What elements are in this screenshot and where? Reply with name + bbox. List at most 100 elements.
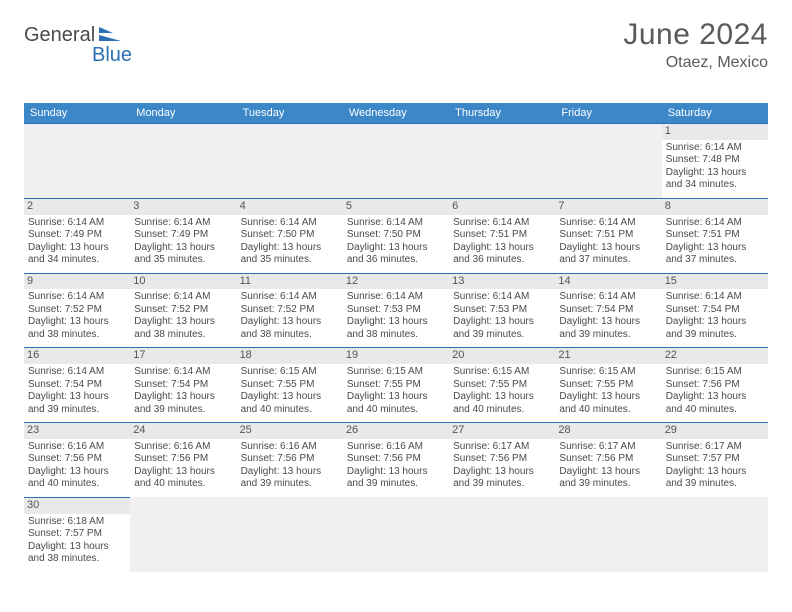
- daylight-line: Daylight: 13 hours and 39 minutes.: [453, 316, 551, 341]
- sunrise-line: Sunrise: 6:17 AM: [666, 441, 764, 454]
- daylight-line: Daylight: 13 hours and 40 minutes.: [241, 391, 339, 416]
- empty-cell: [237, 124, 343, 199]
- sunrise-line: Sunrise: 6:15 AM: [453, 366, 551, 379]
- sunrise-line: Sunrise: 6:14 AM: [559, 217, 657, 230]
- daylight-line: Daylight: 13 hours and 38 minutes.: [241, 316, 339, 341]
- day-cell: 22Sunrise: 6:15 AMSunset: 7:56 PMDayligh…: [662, 348, 768, 423]
- logo-mark-icon: [99, 25, 121, 46]
- sunset-line: Sunset: 7:51 PM: [559, 229, 657, 242]
- day-number: 5: [343, 199, 449, 215]
- sunrise-line: Sunrise: 6:14 AM: [666, 291, 764, 304]
- header: General June 2024 Otaez, Mexico: [24, 18, 768, 72]
- daylight-line: Daylight: 13 hours and 37 minutes.: [666, 242, 764, 267]
- day-cell: 11Sunrise: 6:14 AMSunset: 7:52 PMDayligh…: [237, 273, 343, 348]
- sunset-line: Sunset: 7:56 PM: [666, 379, 764, 392]
- empty-cell: [237, 497, 343, 571]
- daylight-line: Daylight: 13 hours and 39 minutes.: [559, 466, 657, 491]
- sunrise-line: Sunrise: 6:14 AM: [241, 291, 339, 304]
- calendar-row: 30Sunrise: 6:18 AMSunset: 7:57 PMDayligh…: [24, 497, 768, 571]
- sunset-line: Sunset: 7:51 PM: [453, 229, 551, 242]
- day-cell: 4Sunrise: 6:14 AMSunset: 7:50 PMDaylight…: [237, 198, 343, 273]
- location: Otaez, Mexico: [623, 54, 768, 72]
- day-number: 6: [449, 199, 555, 215]
- day-cell: 15Sunrise: 6:14 AMSunset: 7:54 PMDayligh…: [662, 273, 768, 348]
- day-number: 12: [343, 274, 449, 290]
- sunset-line: Sunset: 7:56 PM: [241, 453, 339, 466]
- day-cell: 28Sunrise: 6:17 AMSunset: 7:56 PMDayligh…: [555, 423, 661, 498]
- empty-cell: [449, 124, 555, 199]
- sunrise-line: Sunrise: 6:14 AM: [134, 217, 232, 230]
- day-number: 4: [237, 199, 343, 215]
- day-number: 16: [24, 348, 130, 364]
- sunrise-line: Sunrise: 6:14 AM: [28, 366, 126, 379]
- weekday-header: Wednesday: [343, 103, 449, 124]
- day-number: 23: [24, 423, 130, 439]
- empty-cell: [449, 497, 555, 571]
- day-number: 25: [237, 423, 343, 439]
- sunrise-line: Sunrise: 6:14 AM: [347, 291, 445, 304]
- day-number: 2: [24, 199, 130, 215]
- daylight-line: Daylight: 13 hours and 34 minutes.: [28, 242, 126, 267]
- day-cell: 12Sunrise: 6:14 AMSunset: 7:53 PMDayligh…: [343, 273, 449, 348]
- day-cell: 23 Sunrise: 6:16 AMSunset: 7:56 PMDayligh…: [24, 423, 130, 498]
- sunrise-line: Sunrise: 6:14 AM: [134, 366, 232, 379]
- daylight-line: Daylight: 13 hours and 39 minutes.: [241, 466, 339, 491]
- daylight-line: Daylight: 13 hours and 40 minutes.: [28, 466, 126, 491]
- daylight-line: Daylight: 13 hours and 34 minutes.: [666, 167, 764, 192]
- sunset-line: Sunset: 7:56 PM: [453, 453, 551, 466]
- daylight-line: Daylight: 13 hours and 40 minutes.: [134, 466, 232, 491]
- daylight-line: Daylight: 13 hours and 38 minutes.: [28, 316, 126, 341]
- sunset-line: Sunset: 7:52 PM: [241, 304, 339, 317]
- daylight-line: Daylight: 13 hours and 40 minutes.: [347, 391, 445, 416]
- daylight-line: Daylight: 13 hours and 39 minutes.: [134, 391, 232, 416]
- sunset-line: Sunset: 7:55 PM: [241, 379, 339, 392]
- day-number: 19: [343, 348, 449, 364]
- weekday-header: Friday: [555, 103, 661, 124]
- sunrise-line: Sunrise: 6:17 AM: [453, 441, 551, 454]
- sunset-line: Sunset: 7:56 PM: [28, 453, 126, 466]
- sunset-line: Sunset: 7:48 PM: [666, 154, 764, 167]
- day-number: 29: [662, 423, 768, 439]
- sunset-line: Sunset: 7:56 PM: [559, 453, 657, 466]
- sunrise-line: Sunrise: 6:14 AM: [666, 217, 764, 230]
- day-cell: 29Sunrise: 6:17 AMSunset: 7:57 PMDayligh…: [662, 423, 768, 498]
- sunset-line: Sunset: 7:55 PM: [347, 379, 445, 392]
- sunrise-line: Sunrise: 6:17 AM: [559, 441, 657, 454]
- day-cell: 30Sunrise: 6:18 AMSunset: 7:57 PMDayligh…: [24, 497, 130, 571]
- sunset-line: Sunset: 7:55 PM: [453, 379, 551, 392]
- sunset-line: Sunset: 7:56 PM: [347, 453, 445, 466]
- day-number: 1: [662, 124, 768, 140]
- empty-cell: [555, 497, 661, 571]
- daylight-line: Daylight: 13 hours and 38 minutes.: [28, 541, 126, 566]
- day-cell: 26Sunrise: 6:16 AMSunset: 7:56 PMDayligh…: [343, 423, 449, 498]
- weekday-header: Monday: [130, 103, 236, 124]
- sunset-line: Sunset: 7:54 PM: [559, 304, 657, 317]
- sunset-line: Sunset: 7:57 PM: [28, 528, 126, 541]
- sunset-line: Sunset: 7:49 PM: [134, 229, 232, 242]
- day-cell: 27Sunrise: 6:17 AMSunset: 7:56 PMDayligh…: [449, 423, 555, 498]
- sunset-line: Sunset: 7:54 PM: [666, 304, 764, 317]
- day-cell: 5Sunrise: 6:14 AMSunset: 7:50 PMDaylight…: [343, 198, 449, 273]
- day-cell: 13Sunrise: 6:14 AMSunset: 7:53 PMDayligh…: [449, 273, 555, 348]
- day-cell: 24Sunrise: 6:16 AMSunset: 7:56 PMDayligh…: [130, 423, 236, 498]
- sunrise-line: Sunrise: 6:15 AM: [347, 366, 445, 379]
- day-number: 3: [130, 199, 236, 215]
- day-cell: 14Sunrise: 6:14 AMSunset: 7:54 PMDayligh…: [555, 273, 661, 348]
- day-number: 10: [130, 274, 236, 290]
- sunrise-line: Sunrise: 6:16 AM: [134, 441, 232, 454]
- daylight-line: Daylight: 13 hours and 35 minutes.: [241, 242, 339, 267]
- empty-cell: [24, 124, 130, 199]
- day-number: 7: [555, 199, 661, 215]
- sunset-line: Sunset: 7:52 PM: [134, 304, 232, 317]
- sunrise-line: Sunrise: 6:15 AM: [241, 366, 339, 379]
- day-cell: 20 Sunrise: 6:15 AMSunset: 7:55 PMDayligh…: [449, 348, 555, 423]
- day-number: 17: [130, 348, 236, 364]
- daylight-line: Daylight: 13 hours and 36 minutes.: [453, 242, 551, 267]
- title-block: June 2024 Otaez, Mexico: [623, 18, 768, 72]
- daylight-line: Daylight: 13 hours and 40 minutes.: [453, 391, 551, 416]
- sunset-line: Sunset: 7:50 PM: [241, 229, 339, 242]
- sunrise-line: Sunrise: 6:16 AM: [28, 441, 126, 454]
- sunset-line: Sunset: 7:53 PM: [453, 304, 551, 317]
- empty-cell: [343, 124, 449, 199]
- day-number: 20: [449, 348, 555, 364]
